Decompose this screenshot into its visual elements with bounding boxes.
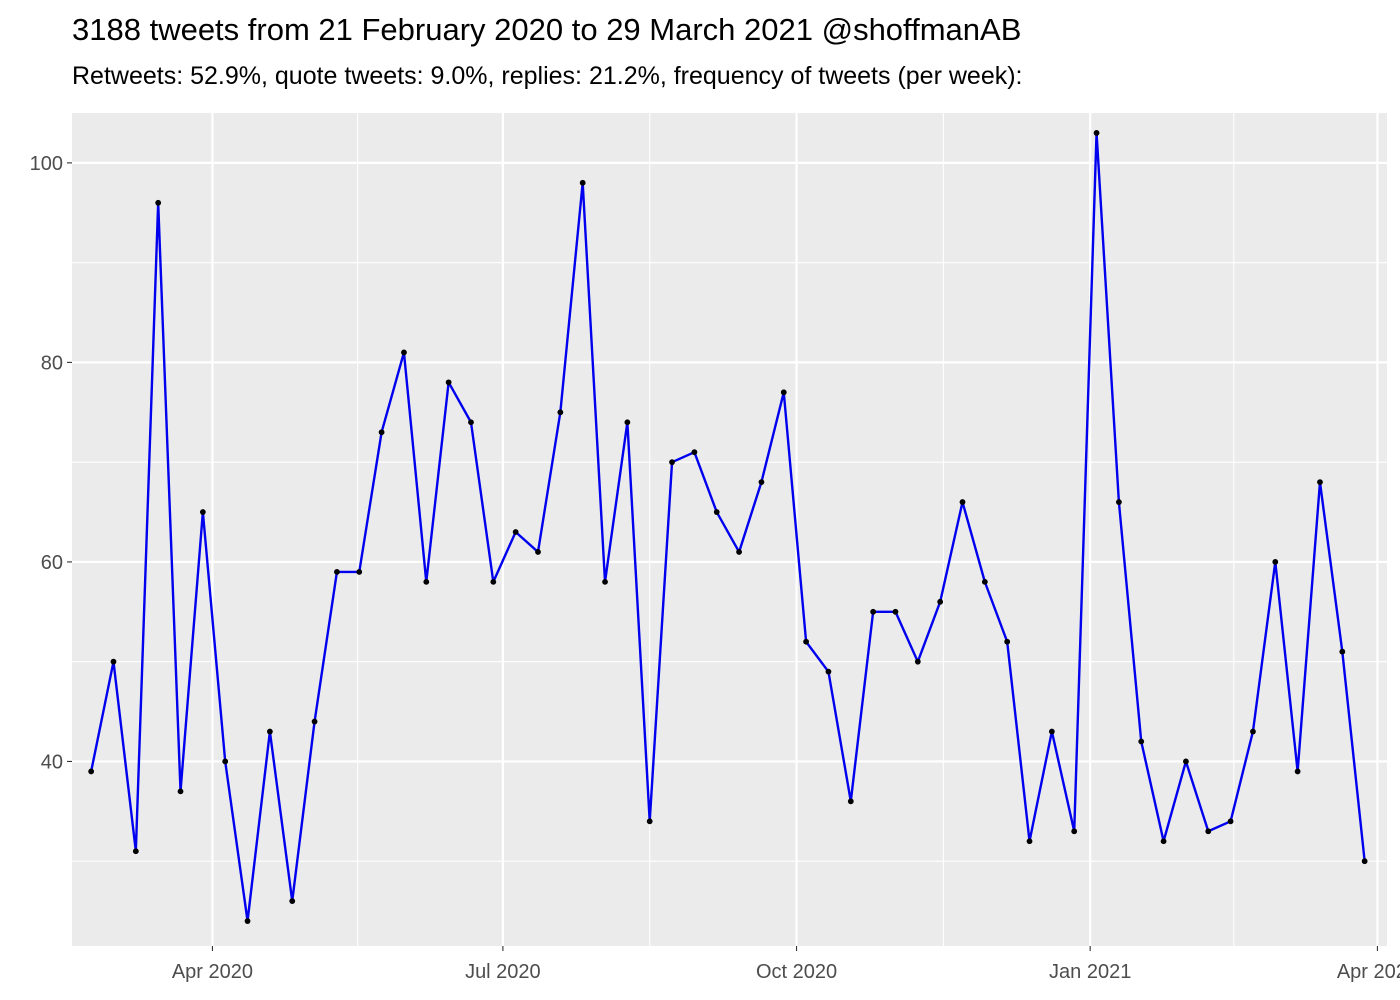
plot-panel [72, 113, 1387, 946]
data-point [266, 728, 273, 735]
data-point [1205, 828, 1212, 835]
data-point [825, 668, 832, 675]
data-point [177, 788, 184, 795]
data-point [110, 658, 117, 665]
x-tick-label: Jan 2021 [1049, 961, 1131, 983]
tick-labels: 40 60 80 100 Apr 2020 Jul 2020 Oct 2020 Jan 202… [30, 153, 1400, 983]
data-point [311, 718, 318, 725]
x-tick-label: Apr 2021 [1337, 961, 1400, 983]
chart-title: 3188 tweets from 21 February 2020 to 29 … [72, 12, 1022, 47]
data-point [892, 608, 899, 615]
data-point [535, 549, 541, 555]
data-point [88, 768, 95, 775]
data-point [1071, 828, 1078, 835]
data-point [378, 429, 385, 436]
data-point [981, 578, 988, 585]
data-point [512, 529, 519, 535]
chart-subtitle: Retweets: 52.9%, quote tweets: 9.0%, rep… [72, 62, 1023, 90]
data-point [334, 568, 340, 575]
data-point [244, 918, 251, 924]
data-point [199, 509, 206, 515]
data-point [1026, 838, 1033, 845]
data-point [646, 818, 653, 825]
data-point [1093, 130, 1100, 136]
data-point [1250, 728, 1256, 735]
y-tick-label: 60 [41, 552, 63, 574]
axis-ticks [67, 162, 1378, 951]
data-point [222, 758, 229, 765]
data-point [1294, 768, 1301, 775]
data-point [937, 598, 944, 605]
data-point [736, 549, 742, 555]
data-point [959, 499, 966, 505]
data-point [490, 578, 497, 585]
data-point [1004, 638, 1011, 645]
series-layer [89, 131, 1366, 923]
data-point [1339, 648, 1346, 655]
data-point [1361, 858, 1368, 865]
data-point [1115, 499, 1122, 505]
data-point [803, 638, 810, 645]
data-point [1183, 758, 1189, 765]
data-point [356, 568, 363, 575]
data-point [579, 179, 586, 186]
data-point [557, 409, 564, 416]
data-point [914, 658, 921, 665]
data-point [713, 509, 720, 515]
data-point [669, 459, 675, 466]
data-point [423, 578, 430, 585]
data-point [1160, 838, 1167, 845]
data-point [847, 798, 854, 805]
data-point [445, 379, 452, 386]
y-tick-label: 80 [41, 352, 63, 374]
data-point [155, 199, 162, 206]
y-tick-label: 40 [41, 751, 63, 773]
major-gridlines [72, 113, 1387, 946]
data-point [1048, 728, 1055, 735]
data-point [401, 349, 407, 356]
series-line [89, 131, 1366, 923]
data-point [468, 419, 474, 426]
data-point [624, 419, 631, 426]
data-point [1272, 559, 1279, 565]
data-point [758, 479, 765, 486]
point-layer [88, 130, 1368, 924]
data-point [1138, 738, 1145, 745]
data-point [132, 848, 139, 855]
data-point [1227, 818, 1234, 825]
data-point [780, 389, 787, 396]
data-point [691, 449, 698, 456]
y-tick-label: 100 [30, 153, 63, 175]
data-point [602, 578, 608, 585]
x-tick-label: Jul 2020 [465, 961, 541, 983]
data-point [1317, 479, 1323, 486]
x-tick-label: Apr 2020 [172, 961, 253, 983]
data-point [870, 608, 877, 615]
data-point [289, 898, 296, 905]
x-tick-label: Oct 2020 [756, 961, 837, 983]
